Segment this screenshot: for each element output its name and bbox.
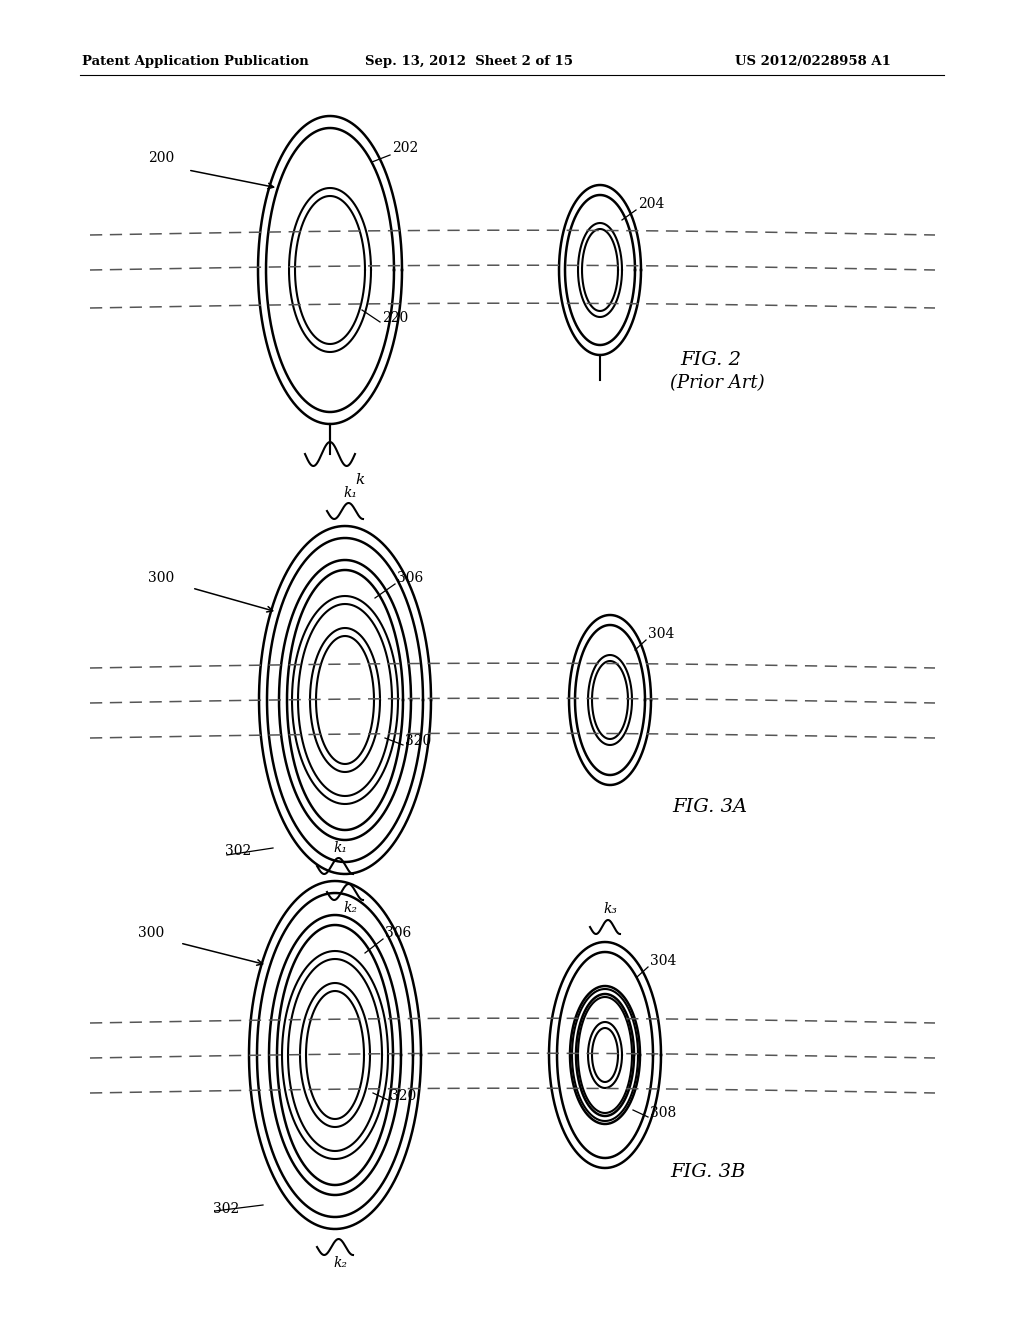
Text: k₂: k₂ bbox=[343, 902, 357, 915]
Text: Patent Application Publication: Patent Application Publication bbox=[82, 55, 309, 69]
Text: 300: 300 bbox=[148, 572, 174, 585]
Text: k₁: k₁ bbox=[333, 841, 347, 855]
Text: 202: 202 bbox=[392, 141, 418, 154]
Text: 302: 302 bbox=[225, 843, 251, 858]
Text: 304: 304 bbox=[650, 954, 677, 968]
Text: FIG. 3A: FIG. 3A bbox=[672, 799, 748, 816]
Text: k: k bbox=[355, 473, 365, 487]
Text: 300: 300 bbox=[138, 927, 164, 940]
Text: k₂: k₂ bbox=[333, 1257, 347, 1270]
Text: 306: 306 bbox=[397, 572, 423, 585]
Text: 320: 320 bbox=[390, 1089, 416, 1104]
Text: 306: 306 bbox=[385, 927, 412, 940]
Text: FIG. 2: FIG. 2 bbox=[680, 351, 741, 370]
Text: 320: 320 bbox=[406, 734, 431, 748]
Text: 204: 204 bbox=[638, 197, 665, 211]
Text: 304: 304 bbox=[648, 627, 675, 642]
Text: k₁: k₁ bbox=[343, 486, 357, 500]
Text: US 2012/0228958 A1: US 2012/0228958 A1 bbox=[735, 55, 891, 69]
Text: 302: 302 bbox=[213, 1203, 240, 1216]
Text: 200: 200 bbox=[148, 150, 174, 165]
Text: k₃: k₃ bbox=[603, 902, 617, 916]
Text: 308: 308 bbox=[650, 1106, 676, 1119]
Text: 220: 220 bbox=[382, 312, 409, 325]
Text: FIG. 3B: FIG. 3B bbox=[670, 1163, 745, 1181]
Text: Sep. 13, 2012  Sheet 2 of 15: Sep. 13, 2012 Sheet 2 of 15 bbox=[365, 55, 573, 69]
Text: (Prior Art): (Prior Art) bbox=[670, 374, 765, 392]
